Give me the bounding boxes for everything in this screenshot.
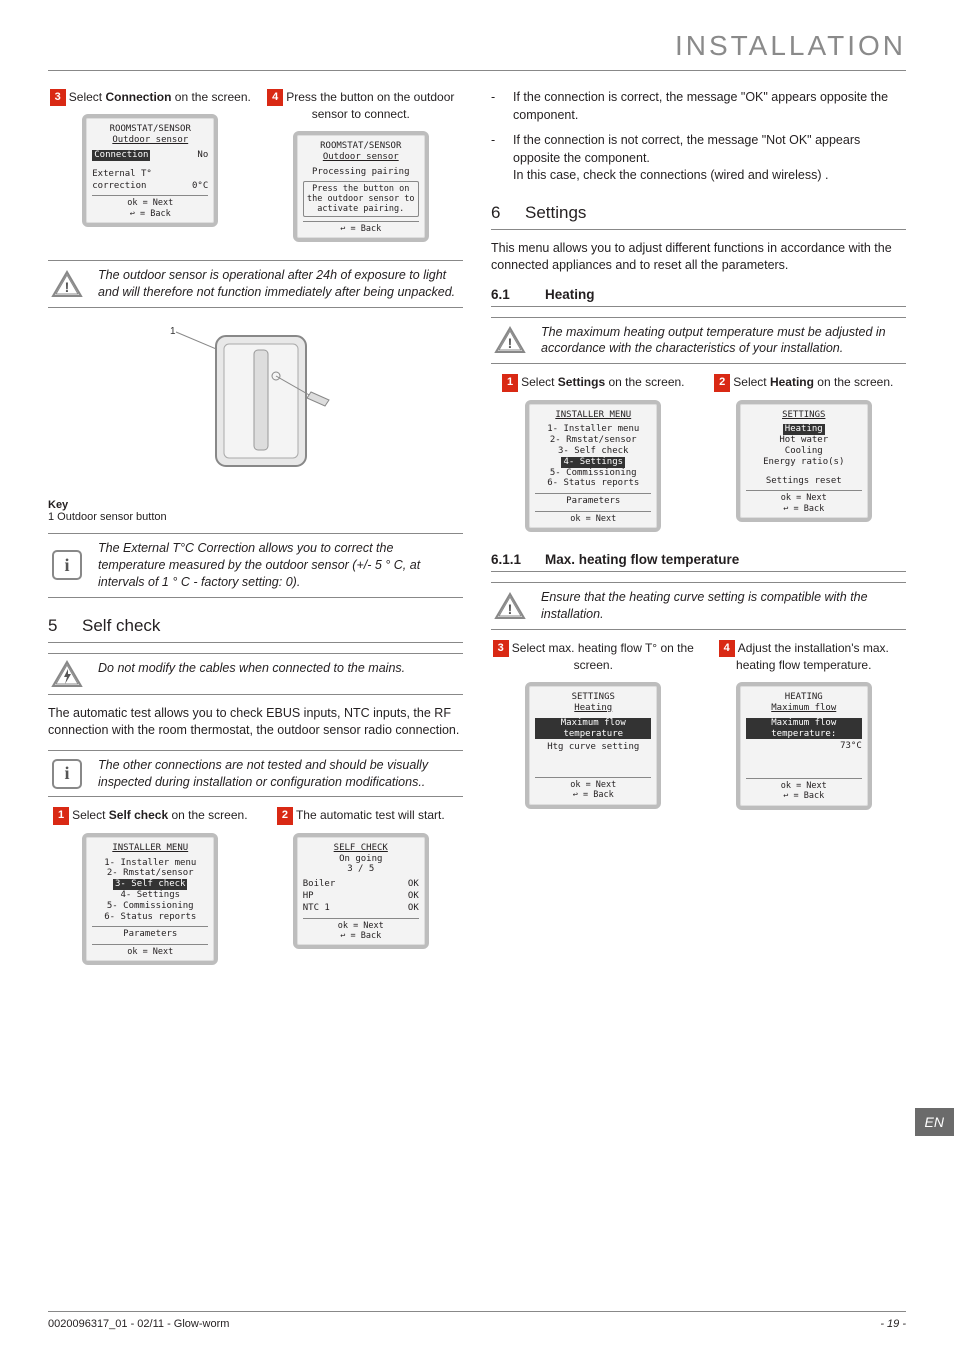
- warn-curve: ! Ensure that the heating curve setting …: [491, 582, 906, 630]
- warning-icon: !: [494, 592, 526, 620]
- settings-para: This menu allows you to adjust different…: [491, 240, 906, 275]
- page-footer: 0020096317_01 - 02/11 - Glow-worm - 19 -: [48, 1311, 906, 1330]
- section-6-rule: [491, 229, 906, 230]
- right-column: -If the connection is correct, the messa…: [491, 89, 906, 981]
- note-other-conn: i The other connections are not tested a…: [48, 750, 463, 798]
- sub-6-1-1-rule: [491, 571, 906, 572]
- svg-text:!: !: [508, 601, 513, 617]
- language-tab: EN: [915, 1108, 954, 1136]
- danger-icon: [51, 660, 83, 688]
- page-header: INSTALLATION: [48, 30, 906, 62]
- step-4: 4Press the button on the outdoor sensor …: [259, 89, 464, 123]
- section-5-rule: [48, 642, 463, 643]
- sensor-diagram: 1: [48, 318, 463, 493]
- step-6-2: 2Select Heating on the screen.: [702, 374, 907, 391]
- sub-6-1-rule: [491, 306, 906, 307]
- lcd-c-items: 1- Installer menu2- Rmstat/sensor3- Self…: [92, 858, 208, 923]
- lcd-heating-max: HEATING Maximum flow Maximum flow temper…: [736, 682, 872, 809]
- connection-bullets: -If the connection is correct, the messa…: [491, 89, 906, 185]
- info-icon: i: [52, 550, 82, 580]
- header-rule: [48, 70, 906, 71]
- left-column: 3Select Connection on the screen. ROOMST…: [48, 89, 463, 981]
- lcd-installer-set: INSTALLER MENU 1- Installer menu2- Rmsta…: [525, 400, 661, 533]
- step-5-1: 1Select Self check on the screen.: [48, 807, 253, 824]
- step-3: 3Select Connection on the screen.: [48, 89, 253, 106]
- section-6-head: 6Settings: [491, 203, 906, 223]
- warning-icon: !: [494, 326, 526, 354]
- lcd-installer-sc: INSTALLER MENU 1- Installer menu2- Rmsta…: [82, 833, 218, 966]
- warn-mains: Do not modify the cables when connected …: [48, 653, 463, 695]
- lcd-selfcheck: SELF CHECK On going 3 / 5 BoilerOKHPOKNT…: [293, 833, 429, 949]
- step-5-2: 2The automatic test will start.: [259, 807, 464, 824]
- warn-max-heat: ! The maximum heating output temperature…: [491, 317, 906, 365]
- lcd-pairing: ROOMSTAT/SENSOR Outdoor sensor Processin…: [293, 131, 429, 242]
- step-611-4: 4Adjust the installation's max. heating …: [702, 640, 907, 674]
- section-5-head: 5Self check: [48, 616, 463, 636]
- page-number: - 19 -: [880, 1318, 906, 1330]
- svg-text:!: !: [508, 335, 513, 351]
- step-611-3: 3Select max. heating flow T° on the scre…: [491, 640, 696, 674]
- note-sensor-24h: ! The outdoor sensor is operational afte…: [48, 260, 463, 308]
- svg-text:1: 1: [170, 326, 176, 337]
- lcd-settings: SETTINGS HeatingHot waterCoolingEnergy r…: [736, 400, 872, 522]
- info-icon: i: [52, 759, 82, 789]
- warning-icon: !: [51, 270, 83, 298]
- diagram-key: Key 1 Outdoor sensor button: [48, 499, 463, 523]
- sub-6-1-1: 6.1.1Max. heating flow temperature: [491, 552, 906, 567]
- self-check-para: The automatic test allows you to check E…: [48, 705, 463, 740]
- note-ext-correction: i The External T°C Correction allows you…: [48, 533, 463, 598]
- lcd-connection: ROOMSTAT/SENSOR Outdoor sensor Connectio…: [82, 114, 218, 226]
- lcd-max-flow: SETTINGS Heating Maximum flow temperatur…: [525, 682, 661, 808]
- footer-ref: 0020096317_01 - 02/11 - Glow-worm: [48, 1318, 229, 1330]
- svg-text:!: !: [65, 279, 70, 295]
- sub-6-1: 6.1Heating: [491, 287, 906, 302]
- step-6-1: 1Select Settings on the screen.: [491, 374, 696, 391]
